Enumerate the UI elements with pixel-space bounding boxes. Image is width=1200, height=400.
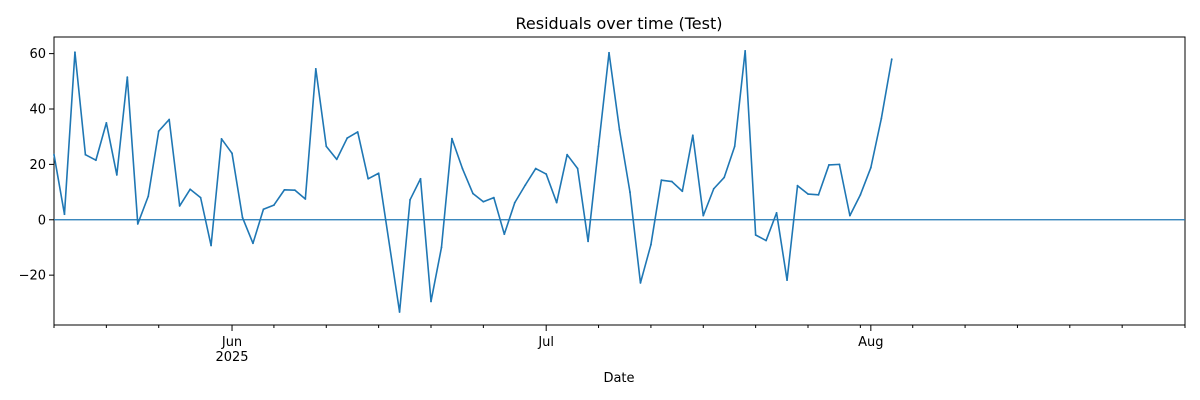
y-tick-label: 40 — [29, 103, 46, 118]
residual-data-point — [356, 131, 359, 133]
residual-data-point — [555, 201, 558, 204]
residual-data-point — [377, 172, 380, 175]
residual-data-point — [712, 187, 715, 190]
residual-data-point — [440, 246, 443, 249]
residual-data-point — [807, 193, 809, 195]
residual-data-point — [817, 193, 820, 196]
residual-data-point — [838, 163, 841, 166]
y-tick-label: 60 — [29, 47, 46, 62]
residual-data-point — [220, 138, 223, 140]
plot-area — [53, 36, 1186, 326]
residual-data-point — [451, 137, 453, 140]
residuals-series-line — [53, 50, 893, 313]
residual-data-point — [534, 167, 537, 170]
residual-data-point — [744, 49, 747, 52]
residual-data-point — [566, 153, 569, 156]
residual-data-point — [115, 174, 118, 176]
residual-data-point — [126, 76, 129, 79]
residual-data-point — [848, 214, 851, 217]
residual-data-point — [241, 216, 244, 219]
residual-data-point — [513, 201, 516, 204]
residual-data-point — [63, 213, 66, 216]
residual-data-point — [691, 134, 694, 137]
residual-data-point — [136, 223, 139, 225]
residual-data-point — [157, 130, 160, 133]
residual-data-point — [723, 176, 726, 179]
residual-data-point — [293, 189, 296, 192]
residual-data-point — [335, 158, 338, 161]
residual-data-point — [252, 242, 254, 245]
series-group — [53, 49, 893, 313]
residual-data-point — [796, 184, 799, 187]
y-tick-label: 0 — [38, 213, 46, 228]
residual-data-point — [629, 191, 631, 193]
residual-data-point — [587, 240, 589, 243]
residual-data-point — [314, 67, 317, 70]
residual-data-point — [231, 152, 233, 155]
residual-data-point — [618, 128, 621, 131]
residual-data-point — [84, 153, 87, 156]
residual-data-point — [74, 51, 76, 54]
residual-data-point — [576, 167, 579, 170]
residual-data-point — [398, 311, 401, 313]
residual-data-point — [482, 200, 485, 203]
residual-data-point — [367, 177, 370, 180]
chart-title: Residuals over time (Test) — [516, 14, 723, 33]
residual-data-point — [524, 184, 527, 187]
residual-data-point — [430, 300, 432, 303]
residual-data-point — [545, 173, 548, 175]
residual-data-point — [325, 145, 328, 148]
x-tick-label: Aug — [858, 335, 883, 350]
residual-data-point — [210, 244, 212, 247]
residual-data-point — [828, 164, 830, 166]
residual-data-point — [461, 167, 464, 170]
residual-data-point — [786, 279, 788, 282]
residual-data-point — [199, 196, 202, 199]
residual-data-point — [273, 204, 275, 206]
residual-data-point — [660, 179, 663, 182]
y-tick-label: −20 — [19, 269, 46, 284]
residual-data-point — [859, 193, 862, 196]
residual-data-point — [178, 205, 181, 207]
residual-data-point — [765, 239, 768, 242]
residual-data-point — [503, 233, 506, 236]
y-axis: −20 0 20 40 60 — [19, 47, 54, 284]
residual-data-point — [94, 159, 97, 162]
residual-data-point — [733, 145, 736, 148]
residual-data-point — [304, 198, 307, 200]
x-tick-label: Jul — [537, 335, 554, 350]
residual-data-point — [608, 51, 610, 54]
residual-data-point — [419, 177, 422, 180]
x-tick-sublabel: 2025 — [215, 350, 248, 365]
residual-data-point — [409, 198, 411, 201]
y-tick-label: 20 — [29, 158, 46, 173]
residual-data-point — [869, 166, 872, 169]
residual-data-point — [639, 282, 642, 284]
residual-data-point — [650, 243, 652, 246]
residual-data-point — [681, 190, 684, 193]
residual-data-point — [775, 211, 778, 214]
residual-data-point — [346, 137, 349, 139]
residual-data-point — [754, 234, 757, 236]
residual-data-point — [880, 117, 883, 120]
residual-data-point — [471, 192, 474, 195]
residual-data-point — [168, 118, 171, 121]
residual-data-point — [597, 145, 600, 148]
residual-data-point — [262, 208, 265, 211]
residual-data-point — [283, 188, 286, 191]
residual-data-point — [189, 188, 192, 191]
residual-data-point — [890, 58, 893, 61]
residual-data-point — [670, 180, 673, 183]
residual-data-point — [492, 196, 495, 199]
residual-data-point — [105, 121, 108, 124]
residual-data-point — [702, 214, 705, 217]
x-axis-title: Date — [603, 371, 634, 386]
x-tick-label: Jun — [221, 335, 242, 350]
residual-data-point — [53, 153, 55, 156]
residual-data-point — [147, 195, 150, 198]
plot-frame — [53, 36, 1186, 326]
